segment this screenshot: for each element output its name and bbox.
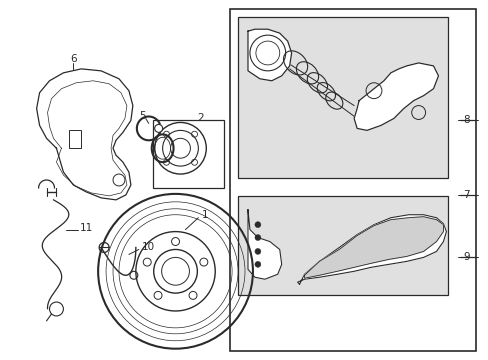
Text: 11: 11: [80, 222, 93, 233]
Circle shape: [254, 248, 260, 255]
Text: 9: 9: [462, 252, 468, 262]
Text: 6: 6: [70, 54, 77, 64]
Circle shape: [254, 235, 260, 240]
Text: 2: 2: [197, 113, 203, 123]
Polygon shape: [247, 210, 281, 279]
Text: 10: 10: [142, 243, 155, 252]
Circle shape: [154, 125, 163, 132]
Circle shape: [254, 261, 260, 267]
Polygon shape: [297, 215, 446, 284]
Polygon shape: [304, 217, 443, 278]
Text: 3: 3: [180, 123, 186, 134]
Text: 5: 5: [139, 111, 146, 121]
Polygon shape: [247, 29, 291, 81]
Text: 4: 4: [175, 140, 182, 150]
Bar: [152, 121, 224, 188]
Text: 1: 1: [202, 210, 208, 220]
Bar: [238, 196, 447, 295]
Polygon shape: [37, 69, 133, 200]
Text: 7: 7: [462, 190, 468, 200]
Bar: [69, 130, 81, 148]
Circle shape: [254, 222, 260, 228]
Polygon shape: [353, 63, 438, 130]
Text: 8: 8: [462, 116, 468, 126]
Bar: [230, 9, 475, 351]
Bar: [238, 17, 447, 178]
